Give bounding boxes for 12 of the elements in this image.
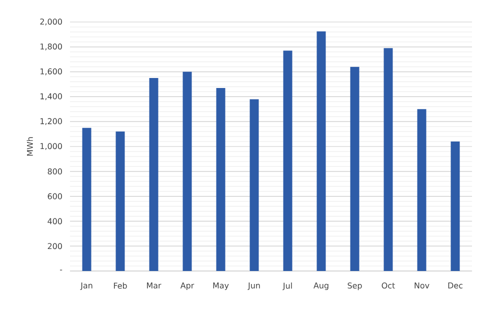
- bar: [182, 72, 192, 271]
- bar: [450, 142, 460, 271]
- bar: [216, 88, 226, 271]
- bar: [250, 99, 259, 271]
- bar: [417, 109, 426, 271]
- bar: [82, 128, 92, 271]
- bar: [283, 50, 292, 271]
- bar: [116, 132, 125, 271]
- bar: [316, 31, 326, 271]
- bar: [350, 66, 360, 271]
- bar: [384, 48, 393, 271]
- bar: [149, 78, 158, 271]
